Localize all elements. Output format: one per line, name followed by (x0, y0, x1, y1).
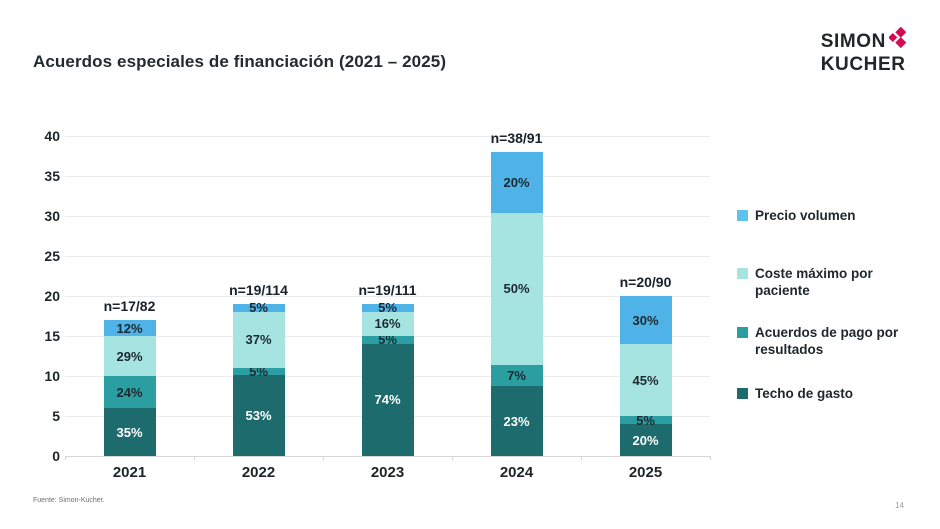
segment-value-label: 5% (249, 364, 268, 380)
page-title: Acuerdos especiales de financiación (202… (33, 52, 447, 71)
segment-value-label: 5% (249, 300, 268, 316)
bar-segment-2024-coste-maximo-por-paciente: 50% (490, 212, 543, 365)
segment-value-label: 5% (636, 412, 655, 428)
n-label-2024: n=38/91 (490, 130, 543, 146)
gridline-y-35 (65, 176, 710, 177)
bar-segment-2024-techo-de-gasto: 23% (490, 386, 543, 456)
bar-segment-2023-techo-de-gasto: 74% (361, 343, 414, 456)
segment-value-label: 7% (507, 367, 526, 383)
segment-value-label: 20% (503, 174, 530, 190)
segment-value-label: 24% (116, 384, 143, 400)
legend-label: Coste máximo por paciente (755, 266, 873, 298)
y-tick-label-15: 15 (44, 328, 60, 344)
source-note: Fuente: Simon-Kucher. (33, 497, 105, 504)
bar-segment-2025-techo-de-gasto: 20% (619, 424, 672, 456)
bar-segment-2025-coste-maximo-por-paciente: 45% (619, 344, 672, 416)
gridline-y-25 (65, 256, 710, 257)
n-label-2025: n=20/90 (619, 274, 672, 290)
segment-value-label: 12% (116, 320, 143, 336)
segment-value-label: 5% (378, 332, 397, 348)
y-tick-label-0: 0 (52, 448, 60, 464)
x-axis-tick (581, 456, 582, 460)
x-axis-tick (65, 456, 66, 460)
bar-segment-2024-acuerdos-de-pago-por-resultados: 7% (490, 364, 543, 387)
legend-label: Precio volumen (755, 208, 856, 223)
bar-segment-2025-precio-volumen: 30% (619, 296, 672, 344)
bar-segment-2021-acuerdos-de-pago-por-resultados: 24% (103, 375, 156, 409)
bar-2022: 53% 5% 37% 5% (232, 300, 285, 456)
page-number: 14 (895, 501, 904, 510)
legend-swatch-icon (737, 210, 748, 221)
legend-item-acuerdos-de-pago-por-resultados: Acuerdos de pago por resultados (737, 324, 920, 358)
segment-value-label: 23% (503, 413, 530, 429)
x-axis-tick (323, 456, 324, 460)
plot-area: 35% 24% 29% 12% n=17/82 2021 53% 5% 37% 5% n=19/11… (65, 130, 711, 481)
y-tick-label-25: 25 (44, 248, 60, 264)
legend-swatch-icon (737, 388, 748, 399)
n-label-2021: n=17/82 (103, 298, 156, 314)
gridline-y-30 (65, 216, 710, 217)
y-tick-label-40: 40 (44, 128, 60, 144)
legend-label: Acuerdos de pago por resultados (755, 325, 899, 357)
bar-segment-2022-techo-de-gasto: 53% (232, 375, 285, 456)
x-axis-line (65, 456, 710, 457)
bar-segment-2023-precio-volumen: 5% (361, 300, 414, 316)
segment-value-label: 37% (245, 332, 272, 348)
legend-swatch-icon (737, 327, 748, 338)
segment-value-label: 20% (632, 432, 659, 448)
bar-segment-2022-precio-volumen: 5% (232, 300, 285, 316)
bar-segment-2023-acuerdos-de-pago-por-resultados: 5% (361, 332, 414, 348)
y-tick-label-5: 5 (52, 408, 60, 424)
bar-segment-2022-coste-maximo-por-paciente: 37% (232, 311, 285, 368)
segment-value-label: 16% (374, 316, 401, 332)
legend-item-techo-de-gasto: Techo de gasto (737, 385, 853, 402)
segment-value-label: 74% (374, 392, 401, 408)
x-category-label-2023: 2023 (370, 464, 405, 481)
segment-value-label: 53% (245, 408, 272, 424)
x-axis-tick (710, 456, 711, 460)
x-category-label-2021: 2021 (112, 464, 147, 481)
x-axis-tick (194, 456, 195, 460)
gridline-y-20 (65, 296, 710, 297)
bar-segment-2021-techo-de-gasto: 35% (103, 408, 156, 456)
x-category-label-2025: 2025 (628, 464, 663, 481)
y-tick-label-20: 20 (44, 288, 60, 304)
segment-value-label: 50% (503, 281, 530, 297)
bar-segment-2022-acuerdos-de-pago-por-resultados: 5% (232, 364, 285, 380)
n-label-2022: n=19/114 (229, 282, 288, 298)
bar-segment-2024-precio-volumen: 20% (490, 152, 543, 213)
bar-segment-2023-coste-maximo-por-paciente: 16% (361, 311, 414, 336)
bar-segment-2021-coste-maximo-por-paciente: 29% (103, 336, 156, 376)
bar-segment-2021-precio-volumen: 12% (103, 320, 156, 337)
legend-item-precio-volumen: Precio volumen (737, 207, 856, 224)
legend-item-coste-maximo-por-paciente: Coste máximo por paciente (737, 265, 920, 299)
diamonds-icon (888, 26, 907, 54)
logo-text-simon: SIMON (820, 30, 886, 52)
y-tick-label-30: 30 (44, 208, 60, 224)
segment-value-label: 5% (378, 300, 397, 316)
bar-2025: 20% 5% 45% 30% (619, 296, 672, 456)
bar-2023: 74% 5% 16% 5% (361, 300, 414, 456)
x-category-label-2022: 2022 (241, 464, 276, 481)
simon-kucher-logo: SIMON KUCHER (820, 26, 907, 76)
x-axis-tick (452, 456, 453, 460)
y-axis: 0 5 10 15 20 25 30 35 40 (18, 128, 60, 464)
legend-swatch-icon (737, 268, 748, 279)
logo-text-kucher: KUCHER (820, 54, 906, 75)
n-label-2023: n=19/111 (358, 282, 417, 298)
y-tick-label-10: 10 (44, 368, 60, 384)
bar-segment-2025-acuerdos-de-pago-por-resultados: 5% (619, 412, 672, 428)
y-tick-label-35: 35 (44, 168, 60, 184)
bar-2021: 35% 24% 29% 12% (103, 320, 156, 456)
x-category-label-2024: 2024 (499, 464, 534, 481)
segment-value-label: 35% (116, 424, 143, 440)
legend-label: Techo de gasto (755, 386, 854, 401)
segment-value-label: 29% (116, 348, 143, 364)
segment-value-label: 30% (632, 312, 659, 328)
segment-value-label: 45% (632, 372, 659, 388)
bar-2024: 23% 7% 50% 20% (490, 152, 543, 456)
gridline-y-40 (65, 136, 710, 137)
